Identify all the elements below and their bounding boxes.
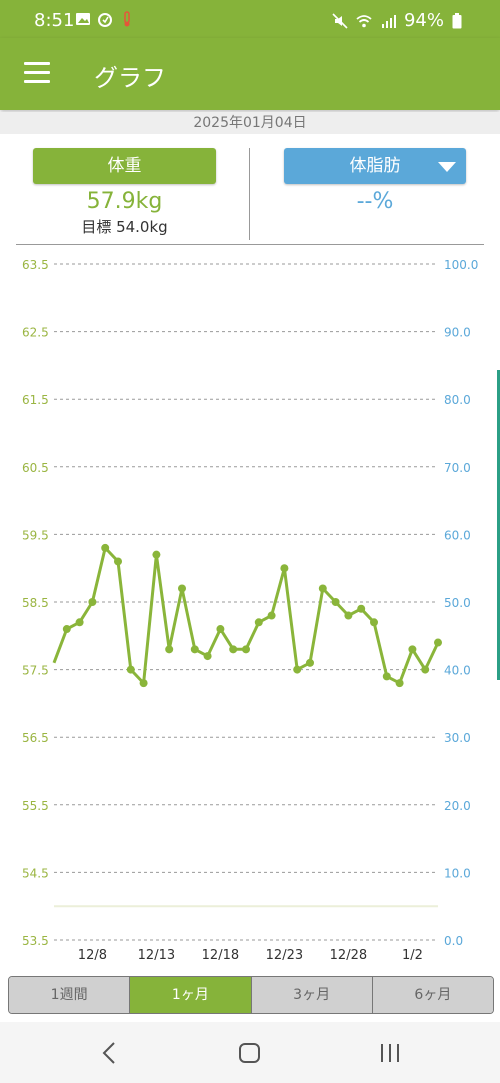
fat-dropdown[interactable]: 体脂肪 bbox=[284, 148, 466, 184]
gallery-icon bbox=[76, 13, 90, 25]
page-title: グラフ bbox=[94, 64, 166, 92]
y-left-tick-label: 60.5 bbox=[22, 461, 49, 475]
back-icon[interactable] bbox=[95, 1040, 125, 1066]
y-right-tick-label: 100.0 bbox=[444, 258, 478, 272]
weight-value: 57.9kg bbox=[86, 189, 163, 214]
data-point bbox=[178, 584, 186, 593]
y-left-tick-label: 59.5 bbox=[22, 528, 49, 542]
status-time: 8:51 bbox=[34, 10, 75, 31]
scroll-indicator bbox=[497, 370, 500, 680]
y-left-tick-label: 61.5 bbox=[22, 393, 49, 407]
data-point bbox=[126, 665, 135, 674]
y-right-tick-label: 40.0 bbox=[444, 664, 471, 678]
y-right-tick-label: 20.0 bbox=[444, 799, 471, 813]
system-nav-bar bbox=[0, 1022, 500, 1083]
status-left-icons bbox=[75, 11, 135, 27]
data-point bbox=[229, 645, 238, 654]
data-point bbox=[101, 543, 110, 552]
wifi-icon bbox=[356, 14, 372, 27]
x-tick-label: 12/28 bbox=[330, 948, 367, 963]
x-tick-label: 12/13 bbox=[138, 948, 175, 963]
y-left-tick-label: 53.5 bbox=[22, 934, 49, 948]
data-point bbox=[254, 618, 263, 627]
y-right-tick-label: 60.0 bbox=[444, 528, 471, 542]
date-label: 2025年01月04日 bbox=[0, 112, 500, 134]
alarm-icon bbox=[98, 13, 112, 27]
data-point bbox=[421, 665, 430, 674]
weight-label: 体重 bbox=[33, 148, 216, 184]
x-tick-label: 12/18 bbox=[202, 948, 239, 963]
data-point bbox=[216, 625, 225, 634]
data-point bbox=[293, 665, 302, 674]
data-point bbox=[395, 679, 404, 688]
y-right-tick-label: 50.0 bbox=[444, 596, 471, 610]
data-point bbox=[75, 618, 84, 627]
tab-6months[interactable]: 6ヶ月 bbox=[372, 977, 493, 1013]
weight-chart: 63.5 100.0 62.5 90.0 61.5 80.0 60.5 70.0 59.5 60.… bbox=[22, 258, 478, 963]
panel-divider bbox=[249, 148, 250, 240]
y-right-tick-label: 30.0 bbox=[444, 731, 471, 745]
thermometer-icon bbox=[124, 11, 130, 27]
battery-icon bbox=[452, 12, 462, 28]
weight-goal: 目標 54.0kg bbox=[81, 218, 168, 236]
x-tick-label: 12/23 bbox=[266, 948, 303, 963]
data-point bbox=[114, 557, 122, 566]
status-bar: 8:51 94% bbox=[0, 0, 500, 38]
menu-icon[interactable] bbox=[24, 62, 50, 84]
data-point bbox=[306, 658, 314, 667]
data-point bbox=[267, 611, 276, 620]
y-right-tick-label: 80.0 bbox=[444, 393, 471, 407]
data-point bbox=[370, 618, 378, 627]
y-left-tick-label: 54.5 bbox=[22, 866, 49, 880]
signal-icon bbox=[381, 14, 396, 28]
home-icon[interactable] bbox=[235, 1040, 265, 1066]
data-point bbox=[152, 550, 161, 559]
data-point bbox=[357, 604, 366, 613]
dropdown-arrow-icon bbox=[438, 162, 456, 172]
data-point bbox=[344, 611, 353, 620]
fat-value: --% bbox=[356, 189, 394, 214]
y-right-tick-label: 90.0 bbox=[444, 326, 471, 340]
data-point bbox=[165, 645, 174, 654]
data-point bbox=[318, 584, 327, 593]
y-right-tick-label: 10.0 bbox=[444, 866, 471, 880]
data-point bbox=[382, 672, 391, 681]
x-tick-label: 1/2 bbox=[402, 948, 423, 963]
x-tick-label: 12/8 bbox=[78, 948, 107, 963]
data-point bbox=[190, 645, 199, 654]
y-left-tick-label: 58.5 bbox=[22, 596, 49, 610]
mute-icon bbox=[332, 12, 348, 29]
status-right-icons: 94% bbox=[332, 10, 462, 31]
tab-1week[interactable]: 1週間 bbox=[9, 977, 131, 1013]
data-point bbox=[408, 645, 417, 654]
y-left-tick-label: 57.5 bbox=[22, 664, 49, 678]
tab-1month[interactable]: 1ヶ月 bbox=[130, 977, 252, 1013]
data-point bbox=[203, 652, 212, 661]
y-left-tick-label: 63.5 bbox=[22, 258, 49, 272]
recents-icon[interactable] bbox=[375, 1040, 405, 1066]
app-bar: グラフ bbox=[0, 38, 500, 110]
weight-series-line bbox=[52, 546, 440, 685]
data-point bbox=[434, 638, 442, 647]
period-tabs: 1週間 1ヶ月 3ヶ月 6ヶ月 bbox=[8, 976, 494, 1014]
y-right-tick-label: 70.0 bbox=[444, 461, 471, 475]
y-left-tick-label: 62.5 bbox=[22, 326, 49, 340]
y-left-tick-label: 55.5 bbox=[22, 799, 49, 813]
y-right-tick-label: 0.0 bbox=[444, 934, 463, 948]
battery-percent: 94% bbox=[403, 10, 444, 31]
data-point bbox=[88, 598, 97, 606]
fat-label: 体脂肪 bbox=[349, 156, 401, 176]
panel-bottom-divider bbox=[16, 244, 484, 245]
y-left-tick-label: 56.5 bbox=[22, 731, 49, 745]
fat-panel: 体脂肪 --% bbox=[284, 148, 466, 214]
data-point bbox=[62, 625, 71, 634]
data-point bbox=[139, 679, 148, 688]
data-point bbox=[331, 598, 340, 606]
weight-panel: 体重 57.9kg 目標 54.0kg bbox=[33, 148, 216, 237]
tab-3months[interactable]: 3ヶ月 bbox=[251, 977, 373, 1013]
data-point bbox=[280, 564, 289, 573]
data-point bbox=[242, 645, 250, 654]
